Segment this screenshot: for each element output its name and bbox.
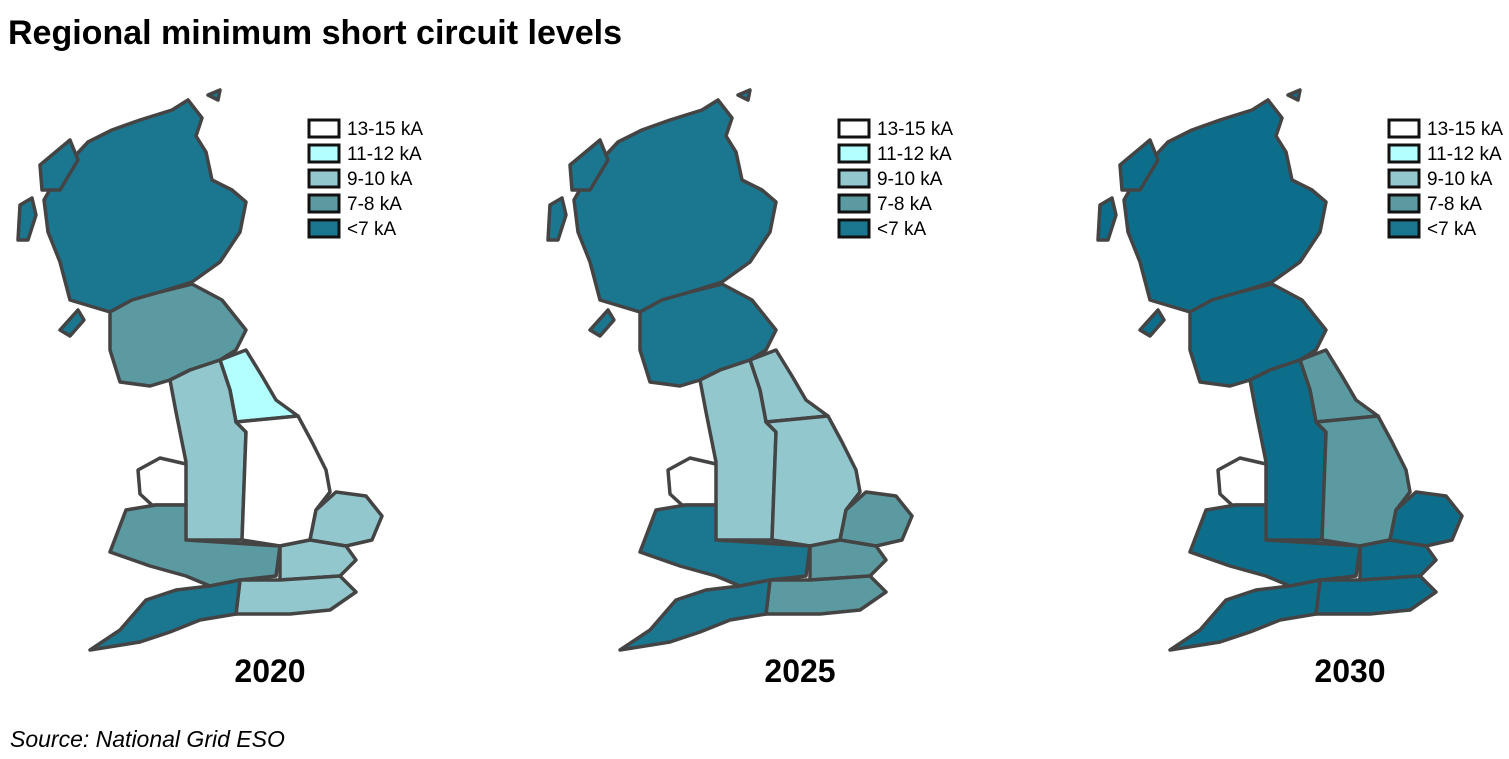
island: [1118, 138, 1160, 192]
map: 2030 13-15 kA 11-12 kA 9-10 kA 7-8 kA <7 kA: [1096, 88, 1503, 689]
region: [638, 282, 778, 388]
legend-swatch: [1387, 168, 1421, 189]
region: [618, 578, 772, 652]
region: [88, 578, 242, 652]
region: [1168, 578, 1322, 652]
island: [58, 308, 86, 338]
island: [568, 138, 610, 192]
legend-label: 13-15 kA: [347, 119, 423, 140]
legend-swatch: [307, 143, 341, 164]
legend-swatch: [1387, 193, 1421, 214]
legend-label: <7 kA: [1427, 219, 1476, 240]
island: [736, 88, 752, 102]
legend-label: 7-8 kA: [347, 194, 402, 215]
region: [808, 538, 888, 582]
source: Source: National Grid ESO: [10, 726, 285, 752]
map: 2020 13-15 kA 11-12 kA 9-10 kA 7-8 kA <7 kA: [16, 88, 423, 689]
legend-label: 11-12 kA: [877, 144, 952, 165]
legend-swatch: [307, 168, 341, 189]
region: [838, 490, 914, 548]
map-year: 2030: [1314, 653, 1385, 689]
region: [666, 456, 718, 507]
legend-label: 11-12 kA: [1427, 144, 1502, 165]
region: [234, 574, 358, 616]
island: [588, 308, 616, 338]
legend-swatch: [1387, 218, 1421, 239]
title: Regional minimum short circuit levels: [8, 14, 622, 52]
legend-swatch: [1387, 143, 1421, 164]
island: [16, 196, 38, 242]
region: [1388, 490, 1464, 548]
region: [278, 538, 358, 582]
legend-swatch: [837, 143, 871, 164]
legend-label: 7-8 kA: [1427, 194, 1482, 215]
island: [38, 138, 80, 192]
legend-label: <7 kA: [877, 219, 926, 240]
legend-swatch: [307, 193, 341, 214]
region: [308, 490, 384, 548]
legend-label: 7-8 kA: [877, 194, 932, 215]
map: 2025 13-15 kA 11-12 kA 9-10 kA 7-8 kA <7 kA: [546, 88, 953, 689]
legend-label: <7 kA: [347, 219, 396, 240]
region: [572, 98, 778, 314]
legend-label: 13-15 kA: [877, 119, 953, 140]
region: [42, 98, 248, 314]
island: [546, 196, 568, 242]
legend-label: 13-15 kA: [1427, 119, 1503, 140]
island: [206, 88, 222, 102]
region: [1188, 282, 1328, 388]
legend-swatch: [307, 118, 341, 139]
legend-swatch: [837, 118, 871, 139]
island: [1138, 308, 1166, 338]
legend-swatch: [837, 218, 871, 239]
legend-label: 9-10 kA: [347, 169, 413, 190]
island: [1096, 196, 1118, 242]
legend-swatch: [837, 193, 871, 214]
region: [1122, 98, 1328, 314]
region: [108, 503, 282, 588]
legend-swatch: [837, 168, 871, 189]
region: [1216, 456, 1268, 507]
region: [136, 456, 188, 507]
legend-swatch: [1387, 118, 1421, 139]
island: [1286, 88, 1302, 102]
map-year: 2025: [764, 653, 835, 689]
legend-swatch: [307, 218, 341, 239]
region: [764, 574, 888, 616]
region: [638, 503, 812, 588]
legend-label: 11-12 kA: [347, 144, 422, 165]
region: [1188, 503, 1362, 588]
legend-label: 9-10 kA: [1427, 169, 1493, 190]
region: [108, 282, 248, 388]
region: [1358, 538, 1438, 582]
legend-label: 9-10 kA: [877, 169, 943, 190]
map-year: 2020: [234, 653, 305, 689]
region: [1314, 574, 1438, 616]
